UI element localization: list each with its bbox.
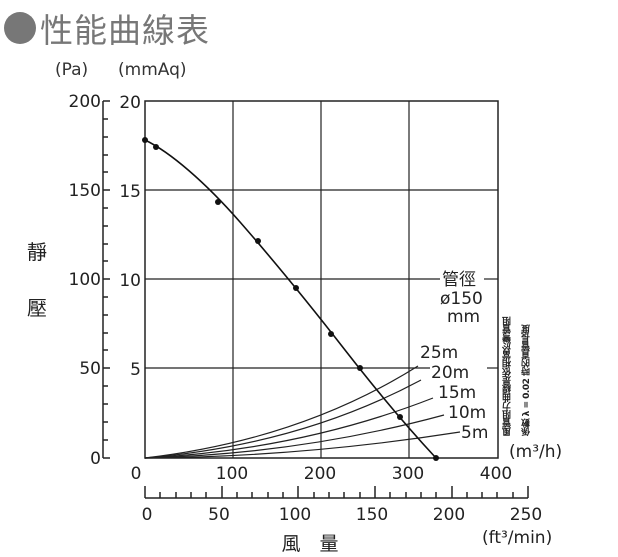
- duct-label-10m: 10m: [448, 403, 486, 423]
- pa-tick-200: 200: [69, 92, 101, 112]
- duct-label-20m: 20m: [431, 363, 469, 383]
- pipe-size: ø150: [440, 289, 483, 309]
- y-label-char-1: 靜: [27, 240, 47, 264]
- m3h-unit: (m³/h): [509, 442, 562, 462]
- cfm-tick-150: 150: [356, 505, 388, 525]
- x-axis-label: 風 量: [281, 533, 338, 555]
- plot-grid: [144, 100, 499, 459]
- cfm-tick-100: 100: [279, 505, 311, 525]
- data-point: [328, 331, 334, 337]
- pa-tick-100: 100: [69, 270, 101, 290]
- bullet-circle-icon: [4, 12, 36, 44]
- duct-label-15m: 15m: [438, 383, 476, 403]
- y-unit-mmaq: (mmAq): [118, 60, 187, 80]
- mmaq-tick-20: 20: [119, 93, 141, 113]
- duct-resistance-curves: [144, 365, 461, 459]
- curve-25m: [144, 365, 419, 459]
- mmaq-tick-5: 5: [130, 360, 141, 380]
- data-point: [255, 238, 261, 244]
- cfm-unit: (ft³/min): [482, 528, 552, 548]
- curve-15m: [144, 397, 434, 459]
- pipe-unit: mm: [447, 307, 480, 327]
- data-point: [293, 285, 299, 291]
- mmaq-tick-15: 15: [119, 182, 141, 202]
- m3h-tick-0: 0: [131, 464, 142, 484]
- y-label-char-2: 壓: [27, 296, 47, 320]
- fan-performance-curve: [142, 137, 439, 461]
- m3h-tick-200: 200: [304, 464, 336, 484]
- pipe-label: 管徑: [442, 270, 476, 290]
- pa-tick-150: 150: [69, 181, 101, 201]
- data-point: [397, 414, 403, 420]
- data-point: [153, 144, 159, 150]
- data-point: [433, 455, 439, 461]
- cfm-tick-0: 0: [142, 505, 153, 525]
- mmaq-tick-10: 10: [119, 271, 141, 291]
- cfm-axis: [144, 486, 529, 499]
- m3h-tick-300: 300: [392, 464, 424, 484]
- cfm-tick-200: 200: [433, 505, 465, 525]
- title-text: 性能曲線表: [40, 11, 210, 50]
- y-unit-pa: (Pa): [55, 60, 89, 80]
- data-point: [142, 137, 148, 143]
- pa-tick-50: 50: [79, 359, 101, 379]
- pa-tick-0: 0: [90, 449, 101, 469]
- duct-label-25m: 25m: [420, 343, 458, 363]
- curve-20m: [144, 379, 422, 459]
- note-line-1: 風管阻力曲線是依相當於彎管阻: [503, 317, 513, 436]
- pa-axis: [102, 100, 110, 459]
- data-point: [215, 199, 221, 205]
- note-line-2: 係數 λ = 0.02 時的直管長度: [522, 325, 532, 436]
- m3h-tick-100: 100: [216, 464, 248, 484]
- data-point: [357, 365, 363, 371]
- cfm-tick-250: 250: [510, 505, 542, 525]
- page-title: 性能曲線表: [4, 4, 210, 52]
- duct-label-5m: 5m: [461, 423, 488, 443]
- m3h-tick-400: 400: [480, 464, 512, 484]
- cfm-tick-50: 50: [208, 505, 230, 525]
